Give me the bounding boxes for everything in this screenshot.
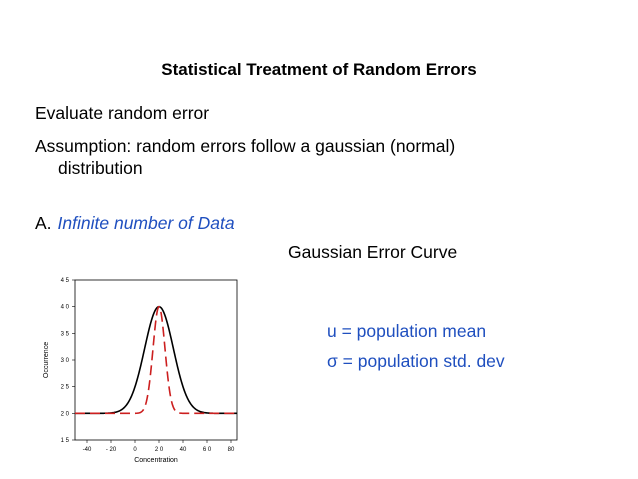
x-tick-label: 2 0 <box>155 447 164 453</box>
plot-frame <box>74 279 238 441</box>
y-tick-label: 3 0 <box>61 358 70 364</box>
y-axis-label: Occurrence <box>43 342 50 378</box>
y-tick-label: 4 5 <box>61 278 70 284</box>
x-axis-label: Concentration <box>134 457 178 464</box>
curve-title: Gaussian Error Curve <box>288 242 458 262</box>
series-dashed-curve <box>75 305 237 415</box>
y-tick-label: 4 0 <box>61 305 70 311</box>
x-tick-label: 80 <box>228 447 235 453</box>
x-tick-label: - 20 <box>106 447 117 453</box>
section-heading: A. Infinite number of Data <box>35 213 235 234</box>
text-line-evaluate: Evaluate random error <box>35 103 210 123</box>
text-line-distribution: distribution <box>58 158 143 178</box>
gaussian-chart: -40- 20 0 2 0 40 6 0 801 52 02 53 03 54 04 5 … <box>43 278 238 464</box>
x-tick-label: 0 <box>133 447 137 453</box>
y-tick-label: 3 5 <box>61 331 70 337</box>
y-tick-label: 1 5 <box>61 438 70 444</box>
x-tick-label: 40 <box>180 447 187 453</box>
slide-title: Statistical Treatment of Random Errors <box>161 60 477 79</box>
x-tick-label: 6 0 <box>203 447 212 453</box>
section-letter: A. <box>35 213 52 233</box>
text-line-assumption: Assumption: random errors follow a gauss… <box>35 136 456 156</box>
section-title: Infinite number of Data <box>57 213 235 233</box>
definition-std-dev: σ = population std. dev <box>327 351 505 371</box>
y-tick-label: 2 5 <box>61 385 70 391</box>
x-tick-label: -40 <box>83 447 92 453</box>
definition-mean: u = population mean <box>327 321 487 341</box>
axis-ticks: -40- 20 0 2 0 40 6 0 801 52 02 53 03 54 04 5 <box>61 278 235 453</box>
y-tick-label: 2 0 <box>61 411 70 417</box>
